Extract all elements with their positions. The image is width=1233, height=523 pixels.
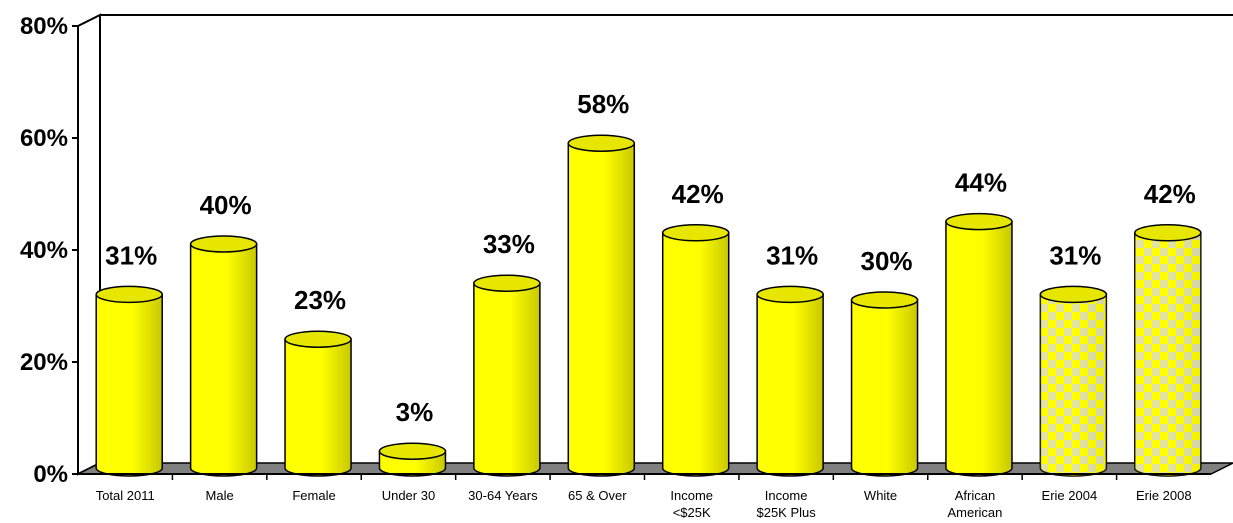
bar-top (850, 291, 919, 309)
data-label: 31% (1049, 240, 1101, 270)
bar: 42% (1134, 179, 1202, 477)
bar: 58% (567, 89, 636, 477)
category-label: Female (292, 488, 335, 503)
bar: 42% (661, 179, 730, 477)
data-label: 31% (105, 240, 157, 270)
bar-top (95, 285, 163, 304)
y-tick-label: 0% (33, 461, 68, 488)
y-tick-label: 60% (20, 125, 68, 152)
bar: 31% (95, 240, 163, 477)
bar-top (756, 285, 824, 304)
bar-body (661, 232, 730, 477)
category-label: Total 2011 (96, 488, 155, 503)
bar-body (850, 299, 919, 477)
bar-top (284, 330, 352, 348)
bar: 23% (284, 285, 352, 477)
category-label: Under 30 (382, 488, 435, 503)
bar-body (95, 293, 163, 477)
bar-top (473, 274, 541, 292)
bar-top (1134, 224, 1202, 242)
y-tick-label: 40% (20, 237, 68, 264)
bar-body (473, 282, 541, 477)
bar: 30% (850, 246, 919, 477)
bar-top (945, 212, 1013, 231)
bar-body (567, 142, 636, 477)
category-label: Erie 2008 (1136, 488, 1192, 503)
data-label: 40% (200, 190, 252, 220)
bar: 33% (473, 229, 541, 477)
data-label: 30% (861, 246, 913, 276)
bar-shade (1134, 232, 1201, 476)
bar-body (756, 293, 824, 477)
data-label: 44% (955, 168, 1007, 198)
category-label: Income <$25K (670, 488, 713, 520)
y-tick-label: 20% (20, 349, 68, 376)
data-label: 23% (294, 285, 346, 315)
category-label: African American (947, 488, 1002, 520)
bar-top (378, 442, 447, 460)
bar-body (189, 243, 258, 477)
bar-body (284, 338, 352, 477)
bar: 31% (756, 240, 824, 477)
bar-top (567, 134, 636, 152)
category-label: Male (206, 488, 234, 503)
category-label: White (864, 488, 897, 503)
data-label: 3% (396, 397, 434, 427)
bar-top (189, 235, 258, 253)
bar: 31% (1039, 240, 1108, 477)
data-label: 42% (672, 179, 724, 209)
bar-shade (1040, 294, 1107, 476)
bar: 44% (945, 168, 1013, 477)
category-label: Erie 2004 (1042, 488, 1098, 503)
category-label: 30-64 Years (468, 488, 538, 503)
data-label: 31% (766, 240, 818, 270)
bar: 40% (189, 190, 258, 477)
bar-top (1039, 285, 1108, 304)
data-label: 42% (1144, 179, 1196, 209)
bar-top (661, 224, 730, 242)
category-label: 65 & Over (568, 488, 627, 503)
bar: 3% (378, 397, 447, 477)
bar-body (945, 220, 1013, 477)
y-tick-label: 80% (20, 13, 68, 40)
category-label: Income $25K Plus (756, 488, 816, 520)
data-label: 58% (577, 89, 629, 119)
data-label: 33% (483, 229, 535, 259)
